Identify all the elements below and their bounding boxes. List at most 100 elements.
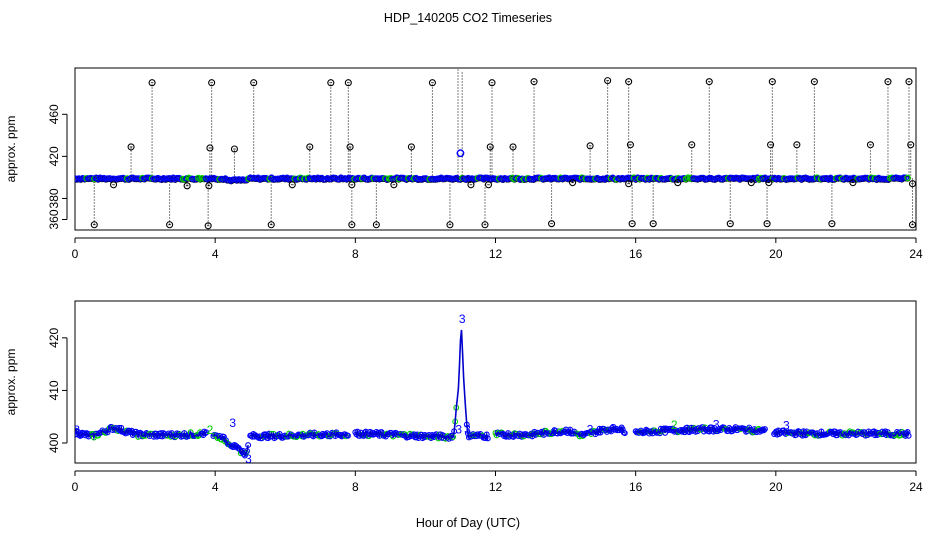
flag-marker-label: 2 — [207, 423, 214, 437]
bottom-x-tick-label: 4 — [212, 480, 219, 494]
spike-point — [688, 141, 696, 149]
spike-point — [908, 180, 916, 188]
flag-marker-label: 3 — [229, 416, 236, 430]
spike-point — [626, 141, 634, 149]
bottom-x-tick-label: 8 — [352, 480, 359, 494]
filtered-line — [354, 329, 489, 441]
top-data-layer — [75, 68, 916, 230]
top-x-tick-label: 4 — [212, 247, 219, 261]
top-y-axis-label: approx. ppm — [4, 116, 18, 183]
flag-marker-label: 3 — [464, 422, 471, 436]
spike-point — [625, 78, 633, 86]
spike-point — [763, 220, 771, 228]
flag-marker-label: 2 — [671, 418, 678, 432]
top-x-tick-label: 16 — [629, 247, 643, 261]
spike-point — [348, 181, 356, 189]
spike-point — [250, 79, 258, 87]
spike-point — [828, 220, 836, 228]
spike-point — [127, 143, 135, 151]
filtered-line — [249, 430, 349, 441]
spike-point — [486, 143, 494, 151]
spike-point — [288, 181, 296, 189]
spike-point — [484, 181, 493, 189]
spike-point — [649, 220, 657, 228]
flag-marker-label: 3 — [455, 422, 462, 436]
top-y-tick-label: 420 — [47, 146, 61, 166]
spike-point — [428, 79, 436, 87]
top-plot-frame — [74, 67, 917, 231]
bottom-y-axis-label: approx. ppm — [4, 349, 18, 416]
spike-point — [866, 141, 874, 149]
spike-point — [810, 78, 818, 86]
top-x-tick-label: 0 — [72, 247, 79, 261]
spike-point — [206, 144, 214, 152]
spike-point — [467, 181, 475, 189]
flag-marker-label: 3 — [587, 422, 594, 436]
spike-point — [586, 142, 594, 150]
top-x-tick-label: 12 — [489, 247, 503, 261]
filtered-point — [242, 452, 248, 459]
top-x-tick-label: 24 — [909, 247, 923, 261]
bottom-x-tick-label: 20 — [769, 480, 783, 494]
top-y-tick-label: 460 — [47, 104, 61, 124]
event-point — [456, 149, 465, 158]
filtered-line — [635, 424, 766, 436]
spike-point — [488, 79, 496, 87]
filtered-line — [494, 425, 626, 439]
top-x-tick-label: 8 — [352, 247, 359, 261]
bottom-x-tick-label: 12 — [489, 480, 503, 494]
bottom-y-tick-label: 420 — [47, 327, 61, 347]
spike-point — [208, 79, 216, 87]
flag-marker-label: 3 — [783, 419, 790, 433]
spike-point — [407, 143, 415, 151]
spike-point — [907, 141, 915, 149]
spike-point — [768, 78, 776, 86]
spike-point — [348, 221, 356, 229]
spike-point — [267, 221, 275, 229]
filtered-point — [621, 430, 628, 437]
spike-point — [344, 79, 352, 87]
figure-title: HDP_140205 CO2 Timeseries — [384, 11, 552, 25]
spike-point — [109, 181, 118, 189]
filtered-line — [75, 425, 207, 441]
spike-point — [625, 180, 633, 188]
spike-point — [509, 143, 517, 151]
spike-point — [628, 220, 636, 228]
spike-point — [306, 143, 314, 151]
spike-point — [327, 79, 335, 87]
spike-point — [767, 141, 775, 149]
spike-point — [390, 181, 398, 189]
bottom-y-tick-label: 400 — [47, 433, 61, 453]
spike-point — [604, 77, 612, 85]
spike-point — [849, 179, 857, 187]
spike-point — [90, 221, 98, 229]
spike-point — [705, 78, 713, 86]
flag-marker-label: 3 — [245, 452, 252, 466]
spike-point — [372, 221, 380, 229]
spike-point — [148, 79, 156, 87]
flag-marker-label: 3 — [459, 312, 466, 326]
spike-point — [765, 179, 773, 187]
top-y-tick-label: 360 — [47, 209, 61, 229]
spike-point — [183, 182, 191, 190]
spike-point — [569, 179, 577, 187]
spike-point — [230, 145, 238, 153]
spike-point — [726, 220, 734, 228]
spike-point — [905, 78, 913, 86]
flag-marker-label: 3 — [73, 423, 80, 437]
spike-point — [548, 220, 556, 228]
top-x-tick-label: 20 — [769, 247, 783, 261]
filtered-line — [773, 427, 910, 439]
bottom-x-tick-label: 0 — [72, 480, 79, 494]
filtered-point — [904, 174, 911, 182]
spike-point — [446, 221, 454, 229]
spike-point — [204, 222, 212, 230]
spike-point — [166, 221, 174, 229]
bottom-y-tick-label: 410 — [47, 380, 61, 400]
bottom-x-tick-label: 24 — [909, 480, 923, 494]
x-axis-label: Hour of Day (UTC) — [416, 516, 520, 530]
